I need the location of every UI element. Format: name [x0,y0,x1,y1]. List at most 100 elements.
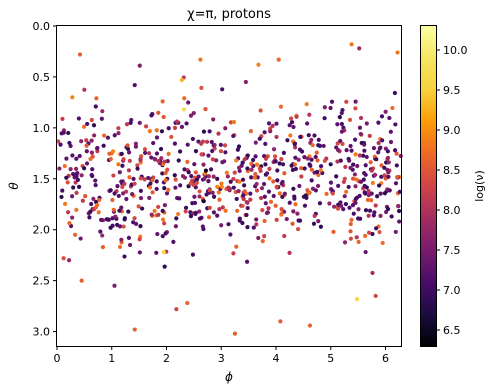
scatter-point [315,158,320,163]
scatter-point [329,99,335,104]
scatter-point [156,212,161,217]
scatter-point [259,186,265,191]
scatter-point [174,307,179,312]
scatter-point [128,120,133,125]
scatter-point [186,100,191,105]
scatter-point [366,189,371,194]
scatter-point [162,186,167,191]
scatter-point [353,137,358,142]
scatter-point [176,211,181,217]
scatter-point [385,155,391,160]
scatter-point [379,163,384,168]
scatter-point [302,155,307,160]
scatter-point [235,208,240,213]
scatter-point [79,139,84,144]
scatter-point [199,152,204,157]
scatter-point [309,178,314,183]
scatter-point [382,165,387,170]
scatter-point [209,139,214,145]
scatter-point [75,177,80,183]
scatter-point [148,185,153,190]
scatter-point [350,176,356,181]
colorbar-ticks: 6.5 7.0 7.5 8.0 8.5 9.0 9.5 10.0 [436,44,468,337]
scatter-point [117,208,122,213]
scatter-point [110,216,115,221]
scatter-point [119,179,124,184]
scatter-point [322,116,327,121]
scatter-point [354,296,360,302]
scatter-point [373,293,378,299]
scatter-point [203,168,209,173]
scatter-point [240,160,245,165]
scatter-point [185,300,190,306]
scatter-point [361,177,366,182]
scatter-point [137,237,142,242]
scatter-point [154,128,159,133]
scatter-point [363,249,368,255]
scatter-point [122,216,127,221]
scatter-point [292,196,297,201]
scatter-point [387,188,392,193]
scatter-point [155,231,160,237]
scatter-point [117,244,123,250]
scatter-point [262,234,267,239]
scatter-point [159,156,164,161]
scatter-point [110,149,116,154]
scatter-point [249,175,254,180]
scatter-point [198,57,203,62]
scatter-point [203,107,208,112]
scatter-point [137,63,142,68]
scatter-point [370,180,375,186]
scatter-point [74,156,79,161]
scatter-point [366,193,371,198]
scatter-point [377,229,382,235]
scatter-point [234,158,239,163]
scatter-point [306,133,311,138]
scatter-point [292,141,298,146]
scatter-point [287,200,292,205]
scatter-point [277,191,282,196]
scatter-point [71,185,76,190]
scatter-point [201,199,206,204]
scatter-point [104,217,109,222]
scatter-point [138,188,143,193]
scatter-point [93,205,99,210]
scatter-point [133,141,139,146]
scatter-point [222,159,227,164]
scatter-point [211,117,216,122]
scatter-point [231,133,236,139]
scatter-point [370,231,375,237]
scatter-point [156,110,161,115]
scatter-point [100,233,105,238]
scatter-point [347,205,352,210]
y-axis-ticks: 0.0 0.5 1.0 1.5 2.0 2.5 3.0 [33,20,57,339]
scatter-point [305,188,310,193]
scatter-point [354,195,360,200]
scatter-point [228,179,233,184]
scatter-point [245,153,250,158]
scatter-point [226,185,231,190]
scatter-point [189,174,194,179]
scatter-point [276,57,281,62]
scatter-point [254,217,259,222]
scatter-point [179,77,184,83]
scatter-point [172,141,178,146]
scatter-point [382,173,387,178]
scatter-point [193,149,199,154]
scatter-point [287,250,292,255]
scatter-point [379,114,385,119]
scatter-point [349,148,354,153]
scatter-point [266,206,271,211]
colorbar-label: log(ν) [473,170,486,202]
scatter-point [154,186,159,192]
scatter-point [386,170,391,175]
scatter-point [119,237,124,242]
scatter-point [93,178,98,183]
scatter-point [61,130,66,135]
scatter-point [74,207,79,212]
scatter-point [273,203,278,208]
x-tick-label: 0 [54,352,61,365]
y-tick-label: 1.0 [33,122,51,135]
scatter-point [248,197,253,202]
scatter-point [341,179,346,185]
